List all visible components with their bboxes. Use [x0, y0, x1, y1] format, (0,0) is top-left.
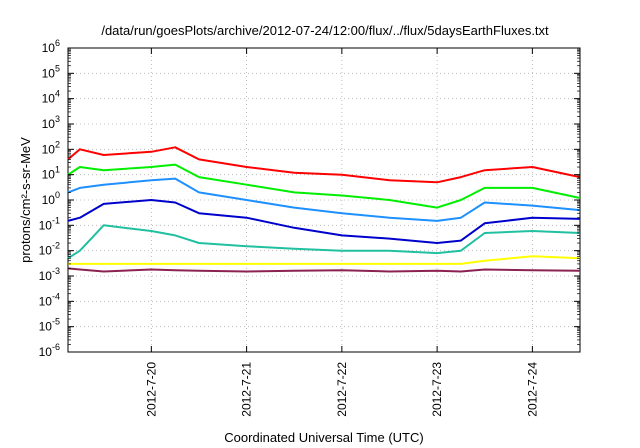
x-axis: 2012-7-20 2012-7-21 2012-7-22 2012-7-23 2012… — [144, 48, 539, 417]
y-axis-title: protons/cm²-s-sr-MeV — [18, 137, 33, 263]
x-tick-label: 2012-7-23 — [430, 362, 444, 417]
y-tick-label: 104 — [42, 89, 60, 106]
series-line-2 — [67, 163, 581, 209]
y-tick-label: 10-2 — [39, 241, 60, 258]
x-tick-label: 2012-7-24 — [525, 362, 539, 417]
series-line-3 — [67, 177, 581, 222]
series-line-7 — [67, 267, 581, 273]
y-tick-label: 100 — [42, 190, 60, 207]
y-tick-label: 103 — [42, 114, 60, 131]
series-line-6 — [68, 255, 581, 265]
y-tick-label: 102 — [42, 139, 60, 156]
y-tick-label: 105 — [42, 63, 60, 80]
series-line-4 — [67, 199, 581, 244]
y-axis: 10-6 10-5 10-4 10-3 10-2 10-1 100 101 102 103 104 1… — [39, 38, 580, 359]
y-tick-label: 10-4 — [39, 291, 60, 308]
x-axis-title: Coordinated Universal Time (UTC) — [224, 430, 423, 445]
x-tick-label: 2012-7-21 — [240, 362, 254, 417]
y-tick-label: 10-3 — [39, 266, 60, 283]
series-group — [67, 146, 581, 273]
series-line-1 — [67, 146, 581, 184]
chart-title: /data/run/goesPlots/archive/2012-07-24/1… — [101, 23, 549, 38]
x-tick-label: 2012-7-20 — [144, 362, 158, 417]
y-tick-label: 10-5 — [39, 317, 60, 334]
y-tick-label: 10-6 — [39, 342, 60, 359]
x-tick-label: 2012-7-22 — [335, 362, 349, 417]
series-line-5 — [67, 224, 581, 260]
y-tick-label: 101 — [42, 165, 60, 182]
y-tick-label: 10-1 — [39, 215, 60, 232]
y-tick-label: 106 — [42, 38, 60, 55]
